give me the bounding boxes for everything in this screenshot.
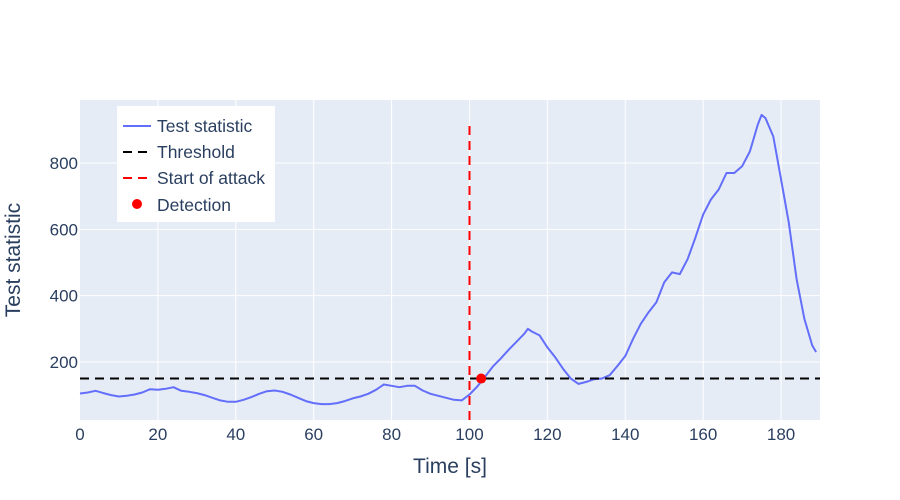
legend: Test statistic Threshold Start of attack… (117, 106, 275, 222)
grid (80, 100, 820, 420)
legend-swatch-detection (132, 199, 142, 209)
y-tick-label: 200 (50, 353, 78, 372)
x-tick-label: 180 (767, 425, 795, 444)
legend-label-detection: Detection (157, 195, 231, 215)
y-axis-title: Test statistic (2, 203, 25, 317)
legend-label-threshold: Threshold (157, 142, 235, 162)
series-layer (79, 113, 820, 420)
x-tick-label: 140 (611, 425, 639, 444)
x-tick-label: 0 (75, 425, 84, 444)
test-statistic-line (79, 113, 817, 406)
legend-label-test-statistic: Test statistic (157, 116, 253, 136)
x-tick-label: 120 (533, 425, 561, 444)
x-tick-label: 40 (226, 425, 245, 444)
detection-marker (476, 373, 487, 384)
x-tick-label: 60 (304, 425, 323, 444)
y-tick-label: 400 (50, 287, 78, 306)
y-axis-ticks: 200 400 600 800 (50, 154, 78, 372)
x-axis-title: Time [s] (413, 455, 487, 478)
x-tick-label: 160 (689, 425, 717, 444)
legend-label-start-of-attack: Start of attack (157, 168, 265, 188)
x-tick-label: 20 (148, 425, 167, 444)
y-tick-label: 800 (50, 154, 78, 173)
x-axis-ticks: 0 20 40 60 80 100 120 140 160 180 (75, 425, 795, 444)
x-tick-label: 80 (382, 425, 401, 444)
x-tick-label: 100 (455, 425, 483, 444)
y-tick-label: 600 (50, 220, 78, 239)
